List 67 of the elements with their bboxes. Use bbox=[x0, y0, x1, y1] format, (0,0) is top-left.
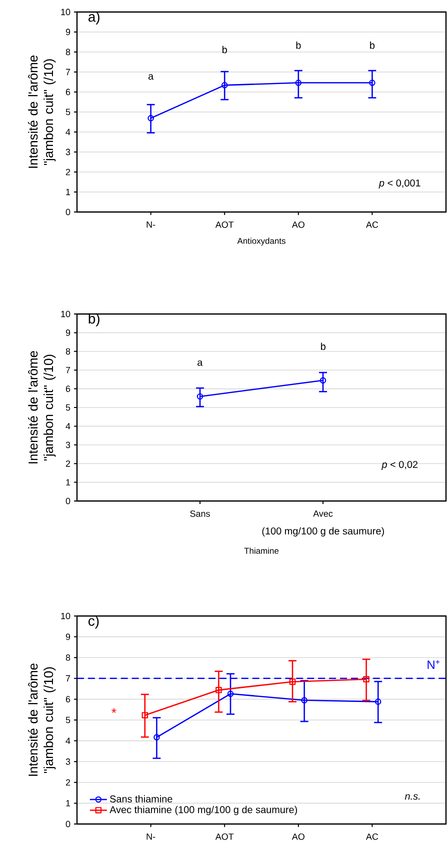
y-tick-label: 0 bbox=[66, 498, 70, 504]
y-tick-label: 6 bbox=[66, 386, 70, 392]
annotation: n.s. bbox=[404, 794, 420, 800]
annotation: b bbox=[222, 46, 227, 54]
y-tick-label: 8 bbox=[66, 48, 70, 56]
text: (100 mg/100 g de saumure) bbox=[262, 527, 384, 536]
legend-label: Avec thiamine (100 mg/100 g de saumure) bbox=[110, 806, 298, 816]
annotation: p < 0,02 bbox=[381, 460, 418, 470]
y-tick-label: 4 bbox=[66, 423, 70, 430]
y-tick-label: 10 bbox=[61, 612, 70, 620]
y-tick-label: 7 bbox=[66, 367, 70, 374]
x-tick-label: N- bbox=[146, 833, 156, 840]
y-tick-label: 7 bbox=[66, 675, 70, 682]
x-tick-label: N- bbox=[146, 221, 156, 228]
x-tick-label: AC bbox=[366, 221, 378, 228]
y-tick-label: 5 bbox=[66, 404, 70, 411]
x-tick-label: AO bbox=[292, 221, 304, 228]
y-tick-label: 8 bbox=[66, 348, 70, 355]
y-tick-label: 2 bbox=[66, 168, 70, 176]
y-tick-label: 9 bbox=[66, 28, 70, 36]
y-tick-label: 4 bbox=[66, 128, 70, 136]
y-tick-label: 6 bbox=[66, 88, 70, 96]
annotation: * bbox=[112, 708, 116, 713]
annotation: b bbox=[321, 342, 326, 350]
y-tick-label: 1 bbox=[66, 188, 70, 196]
x-tick-label: AOT bbox=[215, 833, 234, 840]
x-tick-label: Avec bbox=[313, 510, 333, 517]
annotation: p < 0,001 bbox=[378, 179, 420, 188]
chart-title: b) bbox=[88, 313, 100, 326]
x-tick-label: Sans bbox=[190, 510, 210, 517]
ref-line-label: N$^{+}$ bbox=[428, 660, 440, 669]
annotation: b bbox=[296, 42, 301, 49]
y-axis-title: Intensité de l'arôme "jambon cuit" (/10) bbox=[28, 56, 56, 168]
legend-label: Sans thiamine bbox=[110, 795, 172, 802]
y-tick-label: 3 bbox=[66, 442, 70, 448]
x-axis-title: Thiamine bbox=[244, 548, 279, 554]
chart-title: a) bbox=[88, 12, 100, 25]
y-tick-label: 3 bbox=[66, 758, 70, 765]
y-tick-label: 3 bbox=[66, 148, 70, 156]
y-tick-label: 5 bbox=[66, 716, 70, 724]
x-axis-title: Antioxydants bbox=[237, 238, 286, 246]
y-tick-label: 10 bbox=[61, 8, 70, 16]
x-tick-label: AC bbox=[366, 833, 378, 840]
y-tick-label: 1 bbox=[66, 479, 70, 486]
y-tick-label: 1 bbox=[66, 800, 70, 806]
y-axis-title: Intensité de l'arôme "jambon cuit" (/10) bbox=[28, 351, 56, 464]
annotation: a bbox=[148, 74, 154, 80]
annotation: a bbox=[198, 360, 203, 366]
y-tick-label: 10 bbox=[61, 310, 70, 318]
point bbox=[295, 80, 302, 86]
y-axis-title: Intensité de l'arôme "jambon cuit" (/10) bbox=[28, 664, 56, 776]
y-tick-label: 4 bbox=[66, 738, 70, 744]
y-tick-label: 2 bbox=[66, 779, 70, 786]
point bbox=[221, 82, 228, 88]
y-tick-label: 0 bbox=[66, 820, 70, 828]
y-tick-label: 0 bbox=[66, 208, 70, 216]
x-tick-label: AO bbox=[292, 833, 304, 840]
x-tick-label: AOT bbox=[215, 221, 234, 228]
y-tick-label: 9 bbox=[66, 634, 70, 640]
y-tick-label: 9 bbox=[66, 330, 70, 336]
y-tick-label: 5 bbox=[66, 108, 70, 116]
annotation: b bbox=[370, 42, 375, 49]
y-tick-label: 2 bbox=[66, 460, 70, 467]
chart-title: c) bbox=[88, 616, 99, 629]
y-tick-label: 7 bbox=[66, 68, 70, 76]
y-tick-label: 6 bbox=[66, 696, 70, 702]
y-tick-label: 8 bbox=[66, 654, 70, 661]
